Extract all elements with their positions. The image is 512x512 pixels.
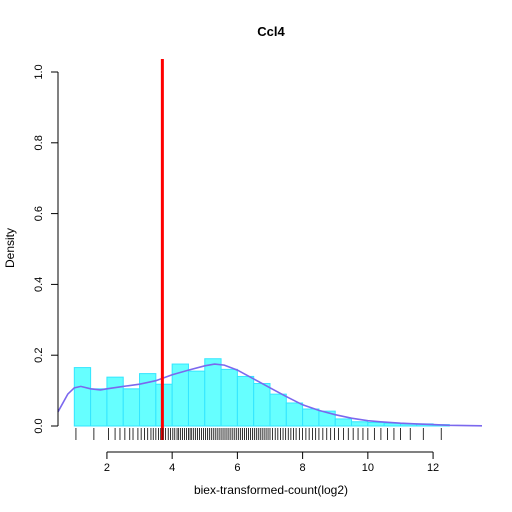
histogram-bar-1 [90,388,108,427]
y-axis-label: Density [3,228,17,268]
histogram-bar-17 [351,421,369,427]
histogram-bar-16 [334,418,353,427]
x-tick-label-4: 10 [362,462,374,474]
x-tick-label-0: 2 [104,462,110,474]
y-tick-label-1: 0.2 [33,348,45,363]
histogram-bar-5 [155,383,173,427]
y-tick-label-5: 1.0 [33,64,45,79]
histogram-bar-2 [106,376,124,427]
rug-marks [75,428,442,440]
histogram-bar-18 [367,421,385,427]
histogram-bar-3 [122,388,141,427]
chart-title: Ccl4 [257,24,285,39]
x-axis-label: biex-transformed-count(log2) [194,483,348,497]
histogram-bar-10 [236,375,255,427]
histogram-bars [73,358,450,427]
x-tick-label-5: 12 [427,462,439,474]
density-curve [57,363,483,427]
y-tick-label-3: 0.6 [33,206,45,221]
density-curve-layer [57,363,483,427]
histogram-bar-8 [204,358,222,427]
histogram-bar-12 [269,393,287,427]
x-tick-label-2: 6 [234,462,240,474]
y-tick-label-0: 0.0 [33,418,45,433]
histogram-bar-9 [220,368,238,427]
histogram-bar-11 [253,383,271,427]
x-tick-label-3: 8 [300,462,306,474]
histogram-bar-14 [302,408,320,427]
y-tick-label-2: 0.4 [33,277,45,292]
histogram-bar-0 [73,367,92,427]
x-tick-label-1: 4 [169,462,175,474]
histogram-bar-13 [285,402,304,427]
x-axis: 2 4 6 8 10 12 [104,451,439,474]
y-tick-label-4: 0.8 [33,135,45,150]
histogram-bar-7 [187,370,206,427]
y-axis: 0.0 0.2 0.4 0.6 0.8 1.0 [33,64,59,434]
